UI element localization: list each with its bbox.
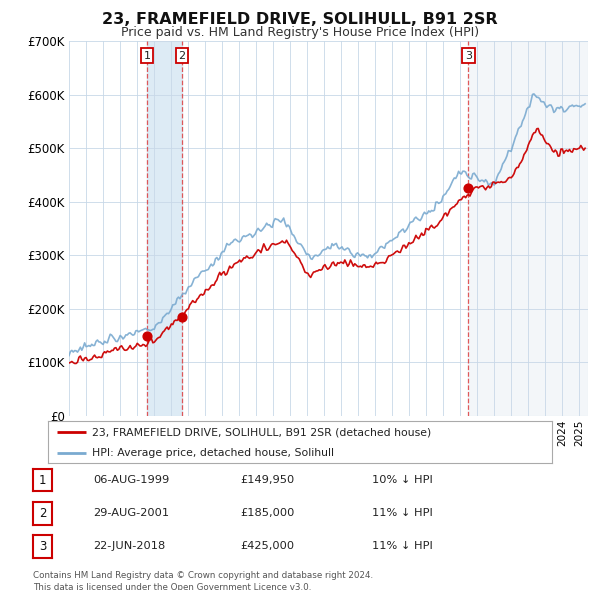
Text: 3: 3 [465,51,472,61]
Text: 11% ↓ HPI: 11% ↓ HPI [372,542,433,551]
Text: 1: 1 [39,474,46,487]
Text: 23, FRAMEFIELD DRIVE, SOLIHULL, B91 2SR: 23, FRAMEFIELD DRIVE, SOLIHULL, B91 2SR [102,12,498,27]
Text: 11% ↓ HPI: 11% ↓ HPI [372,509,433,518]
Text: £149,950: £149,950 [240,476,294,485]
Point [142,331,152,340]
Point [464,183,473,193]
Bar [469,41,588,416]
Text: Price paid vs. HM Land Registry's House Price Index (HPI): Price paid vs. HM Land Registry's House … [121,26,479,39]
Text: 23, FRAMEFIELD DRIVE, SOLIHULL, B91 2SR (detached house): 23, FRAMEFIELD DRIVE, SOLIHULL, B91 2SR … [92,427,431,437]
Text: 22-JUN-2018: 22-JUN-2018 [93,542,165,551]
Bar [147,41,182,416]
Point [178,312,187,322]
Text: 2: 2 [39,507,46,520]
Text: 06-AUG-1999: 06-AUG-1999 [93,476,169,485]
Text: 3: 3 [39,540,46,553]
Text: 29-AUG-2001: 29-AUG-2001 [93,509,169,518]
Text: £425,000: £425,000 [240,542,294,551]
Text: 2: 2 [179,51,186,61]
Text: Contains HM Land Registry data © Crown copyright and database right 2024.
This d: Contains HM Land Registry data © Crown c… [33,571,373,590]
Text: HPI: Average price, detached house, Solihull: HPI: Average price, detached house, Soli… [92,448,334,457]
Text: 10% ↓ HPI: 10% ↓ HPI [372,476,433,485]
Text: £185,000: £185,000 [240,509,295,518]
Text: 1: 1 [143,51,151,61]
